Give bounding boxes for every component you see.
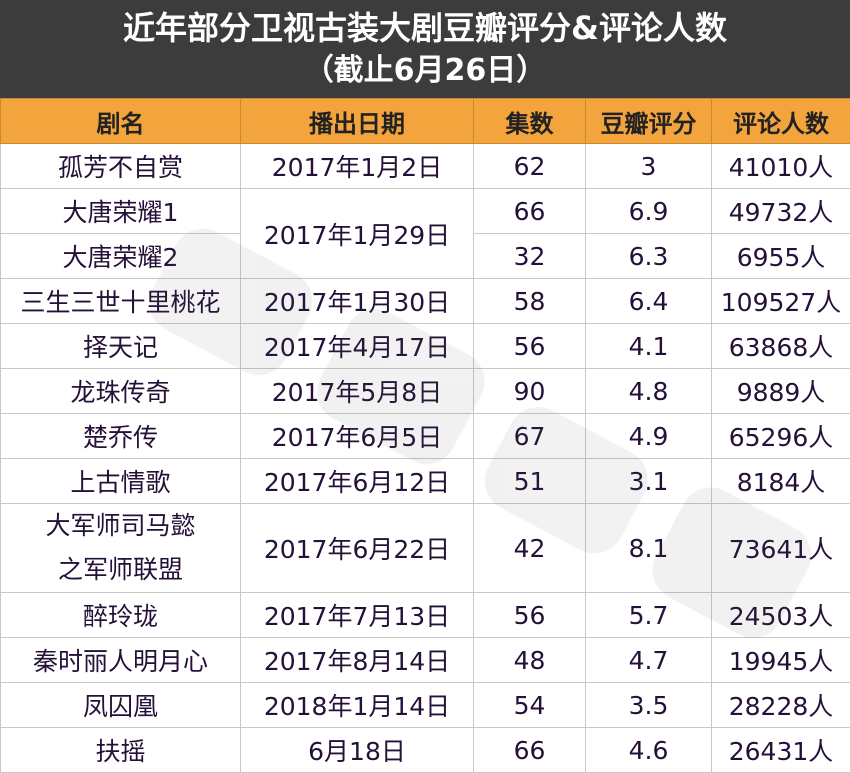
table-row: 扶摇 6月18日 66 4.6 26431人 bbox=[1, 728, 850, 773]
table-row: 楚乔传 2017年6月5日 67 4.9 65296人 bbox=[1, 414, 850, 459]
cell-date: 2017年6月12日 bbox=[241, 459, 474, 504]
cell-reviews: 9889人 bbox=[712, 369, 850, 414]
cell-reviews: 63868人 bbox=[712, 324, 850, 369]
header-name: 剧名 bbox=[1, 99, 241, 144]
cell-episodes: 51 bbox=[474, 459, 586, 504]
cell-name: 秦时丽人明月心 bbox=[1, 638, 241, 683]
cell-reviews: 49732人 bbox=[712, 189, 850, 234]
cell-name: 大军师司马懿 之军师联盟 bbox=[1, 504, 241, 593]
header-review-count: 评论人数 bbox=[712, 99, 850, 144]
cell-date: 2017年7月13日 bbox=[241, 593, 474, 638]
table-row: 凤囚凰 2018年1月14日 54 3.5 28228人 bbox=[1, 683, 850, 728]
table-row: 龙珠传奇 2017年5月8日 90 4.8 9889人 bbox=[1, 369, 850, 414]
cell-name: 醉玲珑 bbox=[1, 593, 241, 638]
cell-episodes: 90 bbox=[474, 369, 586, 414]
cell-score: 4.6 bbox=[586, 728, 712, 773]
cell-name: 孤芳不自赏 bbox=[1, 144, 241, 189]
title-banner: 近年部分卫视古装大剧豆瓣评分&评论人数 （截止6月26日） bbox=[0, 0, 850, 98]
cell-episodes: 66 bbox=[474, 189, 586, 234]
header-air-date: 播出日期 bbox=[241, 99, 474, 144]
table-row: 孤芳不自赏 2017年1月2日 62 3 41010人 bbox=[1, 144, 850, 189]
cell-score: 8.1 bbox=[586, 504, 712, 593]
table-row: 上古情歌 2017年6月12日 51 3.1 8184人 bbox=[1, 459, 850, 504]
cell-episodes: 62 bbox=[474, 144, 586, 189]
cell-score: 5.7 bbox=[586, 593, 712, 638]
cell-score: 4.9 bbox=[586, 414, 712, 459]
cell-name: 龙珠传奇 bbox=[1, 369, 241, 414]
cell-reviews: 109527人 bbox=[712, 279, 850, 324]
cell-episodes: 42 bbox=[474, 504, 586, 593]
cell-date: 2017年1月2日 bbox=[241, 144, 474, 189]
cell-reviews: 28228人 bbox=[712, 683, 850, 728]
ratings-table: 剧名 播出日期 集数 豆瓣评分 评论人数 孤芳不自赏 2017年1月2日 62 … bbox=[0, 98, 850, 773]
cell-score: 3.1 bbox=[586, 459, 712, 504]
cell-name-line-2: 之军师联盟 bbox=[1, 548, 240, 592]
cell-reviews: 8184人 bbox=[712, 459, 850, 504]
cell-reviews: 41010人 bbox=[712, 144, 850, 189]
cell-episodes: 56 bbox=[474, 324, 586, 369]
cell-episodes: 56 bbox=[474, 593, 586, 638]
cell-date: 2017年4月17日 bbox=[241, 324, 474, 369]
header-douban-score: 豆瓣评分 bbox=[586, 99, 712, 144]
table-row: 醉玲珑 2017年7月13日 56 5.7 24503人 bbox=[1, 593, 850, 638]
cell-date: 6月18日 bbox=[241, 728, 474, 773]
cell-episodes: 54 bbox=[474, 683, 586, 728]
cell-date: 2017年1月29日 bbox=[241, 189, 474, 279]
cell-date: 2017年5月8日 bbox=[241, 369, 474, 414]
cell-episodes: 67 bbox=[474, 414, 586, 459]
table-row: 大军师司马懿 之军师联盟 2017年6月22日 42 8.1 73641人 bbox=[1, 504, 850, 593]
cell-reviews: 65296人 bbox=[712, 414, 850, 459]
cell-episodes: 58 bbox=[474, 279, 586, 324]
cell-reviews: 19945人 bbox=[712, 638, 850, 683]
cell-name: 上古情歌 bbox=[1, 459, 241, 504]
header-episodes: 集数 bbox=[474, 99, 586, 144]
cell-name-line-1: 大军师司马懿 bbox=[1, 504, 240, 548]
cell-name: 三生三世十里桃花 bbox=[1, 279, 241, 324]
cell-date: 2017年8月14日 bbox=[241, 638, 474, 683]
cell-name: 扶摇 bbox=[1, 728, 241, 773]
cell-reviews: 6955人 bbox=[712, 234, 850, 279]
cell-reviews: 73641人 bbox=[712, 504, 850, 593]
cell-reviews: 26431人 bbox=[712, 728, 850, 773]
table-row: 三生三世十里桃花 2017年1月30日 58 6.4 109527人 bbox=[1, 279, 850, 324]
cell-score: 4.7 bbox=[586, 638, 712, 683]
cell-episodes: 48 bbox=[474, 638, 586, 683]
table-row: 大唐荣耀1 2017年1月29日 66 6.9 49732人 bbox=[1, 189, 850, 234]
cell-name: 大唐荣耀2 bbox=[1, 234, 241, 279]
table-row: 择天记 2017年4月17日 56 4.1 63868人 bbox=[1, 324, 850, 369]
cell-name: 大唐荣耀1 bbox=[1, 189, 241, 234]
table-row: 秦时丽人明月心 2017年8月14日 48 4.7 19945人 bbox=[1, 638, 850, 683]
cell-episodes: 66 bbox=[474, 728, 586, 773]
cell-date: 2018年1月14日 bbox=[241, 683, 474, 728]
cell-name: 凤囚凰 bbox=[1, 683, 241, 728]
table-header-row: 剧名 播出日期 集数 豆瓣评分 评论人数 bbox=[1, 99, 850, 144]
cell-reviews: 24503人 bbox=[712, 593, 850, 638]
cell-date: 2017年6月5日 bbox=[241, 414, 474, 459]
cell-date: 2017年6月22日 bbox=[241, 504, 474, 593]
cell-date: 2017年1月30日 bbox=[241, 279, 474, 324]
cell-name: 择天记 bbox=[1, 324, 241, 369]
cell-score: 3.5 bbox=[586, 683, 712, 728]
cell-score: 6.3 bbox=[586, 234, 712, 279]
page-subtitle: （截止6月26日） bbox=[304, 50, 547, 92]
cell-score: 4.8 bbox=[586, 369, 712, 414]
cell-name: 楚乔传 bbox=[1, 414, 241, 459]
cell-score: 6.9 bbox=[586, 189, 712, 234]
cell-episodes: 32 bbox=[474, 234, 586, 279]
page-title: 近年部分卫视古装大剧豆瓣评分&评论人数 bbox=[123, 6, 727, 50]
cell-score: 3 bbox=[586, 144, 712, 189]
cell-score: 6.4 bbox=[586, 279, 712, 324]
cell-score: 4.1 bbox=[586, 324, 712, 369]
